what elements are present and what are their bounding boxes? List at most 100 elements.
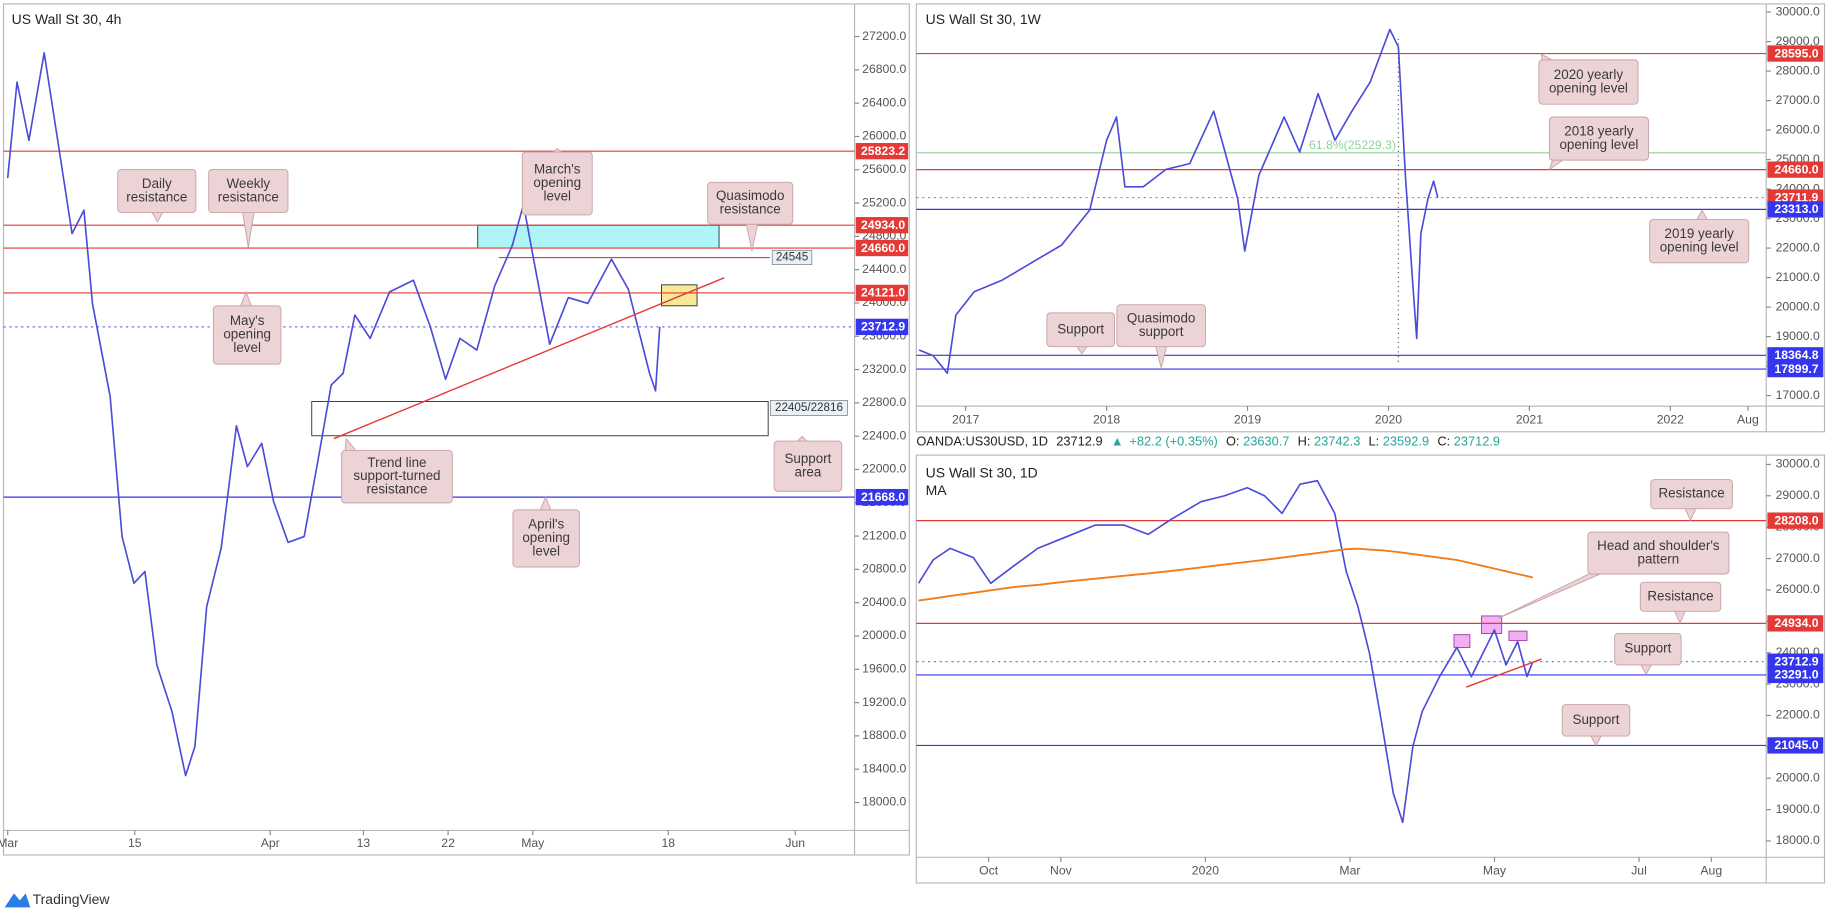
low: 23592.9: [1383, 434, 1429, 449]
x-tick-label: 2019: [1234, 412, 1261, 426]
annotation-bubble: [512, 509, 580, 568]
annotation-bubble: [521, 151, 593, 216]
quote-line: OANDA:US30USD, 1D 23712.9 ▲ +82.2 (+0.35…: [916, 434, 1500, 449]
price-line: [918, 28, 1439, 375]
plot-area: [916, 28, 1767, 375]
annotation-text: level: [233, 340, 261, 355]
y-tick-label: 23200.0: [862, 362, 906, 376]
level-box: [855, 488, 909, 506]
x-tick-label: Nov: [1050, 864, 1073, 878]
annotation-text: Resistance: [1647, 588, 1713, 603]
annotation-text: pattern: [1638, 551, 1680, 566]
chart-title: US Wall St 30, 1W: [926, 11, 1042, 27]
annotation-text: opening: [522, 530, 570, 545]
x-tick-label: 18: [661, 836, 675, 850]
annotation-text: Trend line: [367, 455, 426, 470]
trend-line: [1466, 658, 1542, 688]
y-tick-label: 20800.0: [862, 562, 906, 576]
y-tick-label: 17000.0: [1776, 388, 1820, 402]
level-box: [1767, 737, 1824, 754]
y-tick-label: 21000.0: [1776, 270, 1820, 284]
level-box: [1767, 360, 1824, 378]
annotation-text: Support: [1573, 712, 1620, 727]
y-tick-label: 27000.0: [1776, 93, 1820, 107]
level-box: [1767, 653, 1824, 670]
y-tick-label: 30000.0: [1776, 4, 1820, 18]
x-tick-label: 22: [441, 836, 455, 850]
zone-label-box: [770, 400, 848, 416]
marker-box: [771, 250, 813, 265]
y-tick-label: 26000.0: [862, 129, 906, 143]
zone: [1508, 630, 1528, 641]
level-label: 23712.9: [1774, 655, 1818, 669]
x-tick-label: Mar: [1339, 864, 1360, 878]
level-box: [1767, 161, 1824, 178]
open: 23630.7: [1243, 434, 1289, 449]
annotation-text: May's: [230, 313, 265, 328]
y-tick-label: 20000.0: [862, 628, 906, 642]
annotation-text: Quasimodo: [1127, 311, 1195, 326]
moving-average: [918, 547, 1534, 602]
zone-label: 22405/22816: [775, 401, 843, 414]
annotation-text: opening: [223, 327, 271, 342]
y-tick-label: 20400.0: [862, 595, 906, 609]
zone: [661, 284, 698, 307]
annotation-text: area: [795, 464, 822, 479]
level-label: 17899.7: [1774, 362, 1818, 376]
symbol: OANDA:US30USD, 1D: [916, 434, 1048, 449]
y-tick-label: 22000.0: [1776, 708, 1820, 722]
zone: [311, 401, 769, 437]
panel-frame: [915, 454, 1826, 884]
annotation-bubble: [1639, 581, 1722, 612]
annotation-bubble: [1561, 704, 1631, 737]
annotation-text: 2019 yearly: [1665, 226, 1735, 241]
annotation-text: March's: [534, 162, 581, 177]
annotation-text: opening: [533, 175, 581, 190]
y-tick-label: 29000.0: [1776, 488, 1820, 502]
price-line: [917, 479, 1534, 824]
x-tick-label: 2018: [1093, 412, 1120, 426]
annotation-text: Resistance: [1658, 486, 1724, 501]
annotation: Resistance: [1650, 479, 1733, 522]
level-box: [855, 318, 909, 336]
annotation-bubble: [773, 440, 843, 492]
annotation-bubble: [1548, 116, 1649, 161]
x-tick-label: May: [1483, 864, 1507, 878]
y-tick-label: 22000.0: [1776, 240, 1820, 254]
annotation-bubble: [212, 305, 282, 365]
x-tick-label: 2020: [1375, 412, 1402, 426]
plot-area: [3, 52, 855, 777]
y-tick-label: 24400.0: [862, 262, 906, 276]
level-box: [855, 217, 909, 234]
level-box: [1767, 201, 1824, 218]
zone: [1481, 615, 1503, 634]
level-label: 25823.2: [861, 144, 905, 158]
annotation-text: level: [543, 188, 571, 203]
annotation: Support: [1561, 704, 1631, 747]
level-label: 23291.0: [1774, 668, 1818, 682]
logo-icon: [4, 893, 31, 908]
marker-label: 24545: [776, 251, 808, 264]
annotation-bubble: [1649, 219, 1750, 264]
y-tick-label: 21200.0: [862, 528, 906, 542]
annotation-bubble: [117, 168, 197, 214]
annotation-bubble: [1614, 632, 1682, 666]
tradingview-logo: TradingView: [4, 891, 110, 908]
y-tick-label: 27000.0: [1776, 551, 1820, 565]
y-tick-label: 22000.0: [862, 462, 906, 476]
zone: [1453, 634, 1471, 648]
plot-area: [916, 479, 1767, 824]
annotation-text: resistance: [366, 482, 427, 497]
level-box: [855, 284, 909, 302]
x-tick-label: Mar: [0, 836, 18, 850]
last-price: 23712.9: [1056, 434, 1102, 449]
y-tick-label: 19000.0: [1776, 329, 1820, 343]
annotation: Support: [1046, 312, 1115, 355]
open-label: O:: [1226, 434, 1240, 449]
x-tick-label: 2022: [1657, 412, 1684, 426]
y-tick-label: 26000.0: [1776, 122, 1820, 136]
annotation-text: support: [1139, 324, 1184, 339]
